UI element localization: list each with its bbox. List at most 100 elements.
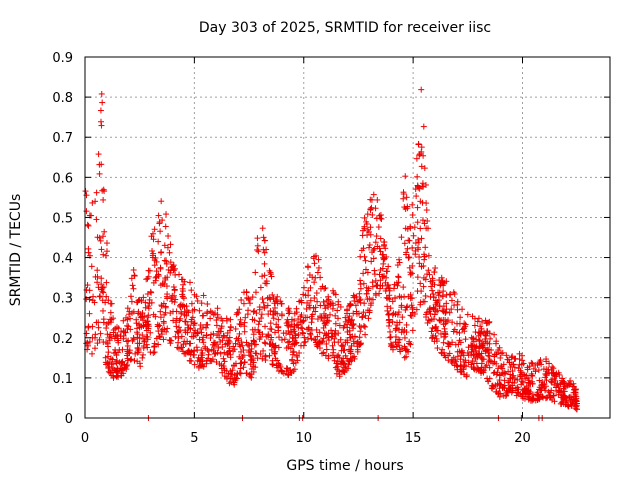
data-point xyxy=(261,249,268,256)
data-point xyxy=(549,363,556,370)
data-point xyxy=(483,328,490,335)
data-point xyxy=(214,314,221,321)
y-tick-label: 0.5 xyxy=(52,211,73,226)
data-point xyxy=(114,368,121,375)
data-point xyxy=(189,314,196,321)
data-point xyxy=(422,276,429,283)
data-point xyxy=(477,331,484,338)
data-point xyxy=(103,361,110,368)
data-point xyxy=(303,305,310,312)
data-point xyxy=(479,344,486,351)
data-point xyxy=(139,354,146,361)
data-point xyxy=(338,342,345,349)
data-point xyxy=(571,387,578,394)
data-point xyxy=(359,314,366,321)
data-point xyxy=(329,342,336,349)
data-point xyxy=(409,304,416,311)
data-point xyxy=(170,283,177,290)
chart-title: Day 303 of 2025, SRMTID for receiver iis… xyxy=(199,20,491,36)
data-point xyxy=(301,334,308,341)
data-point xyxy=(257,333,264,340)
data-point xyxy=(350,292,357,299)
data-point xyxy=(224,334,231,341)
data-point xyxy=(161,242,168,249)
data-point xyxy=(110,374,117,381)
data-point xyxy=(372,292,379,299)
data-point xyxy=(191,361,198,368)
data-point xyxy=(262,280,269,287)
data-point xyxy=(365,228,372,235)
data-point xyxy=(491,331,498,338)
data-point xyxy=(247,352,254,359)
data-point xyxy=(503,387,510,394)
data-point xyxy=(244,311,251,318)
data-point xyxy=(369,296,376,303)
data-point xyxy=(256,306,263,313)
data-point xyxy=(161,311,168,318)
data-point xyxy=(94,279,101,286)
data-point xyxy=(364,211,371,218)
data-point xyxy=(105,349,112,356)
data-point xyxy=(158,303,165,310)
data-point xyxy=(353,308,360,315)
data-point xyxy=(425,252,432,259)
data-point xyxy=(408,270,415,277)
data-point xyxy=(146,300,153,307)
data-point xyxy=(182,318,189,325)
data-point xyxy=(203,332,210,339)
data-point xyxy=(155,212,162,219)
data-point xyxy=(100,316,107,323)
data-point xyxy=(83,330,90,337)
y-tick-label: 0.7 xyxy=(52,131,73,146)
data-point xyxy=(542,374,549,381)
data-point xyxy=(400,195,407,202)
data-point xyxy=(129,282,136,289)
data-point xyxy=(351,353,358,360)
data-point xyxy=(407,291,414,298)
data-point xyxy=(535,367,542,374)
data-point xyxy=(176,317,183,324)
data-point xyxy=(242,314,249,321)
data-point xyxy=(516,350,523,357)
data-point xyxy=(470,365,477,372)
data-point xyxy=(240,364,247,371)
data-point xyxy=(284,316,291,323)
data-point xyxy=(140,294,147,301)
data-point xyxy=(300,330,307,337)
data-point xyxy=(322,305,329,312)
data-point xyxy=(340,342,347,349)
data-point xyxy=(104,353,111,360)
data-point xyxy=(454,298,461,305)
data-point xyxy=(459,306,466,313)
data-point xyxy=(145,267,152,274)
data-point xyxy=(186,357,193,364)
data-point xyxy=(396,256,403,263)
data-point xyxy=(83,340,90,347)
data-point xyxy=(237,316,244,323)
data-point xyxy=(354,348,361,355)
data-point xyxy=(236,306,243,313)
data-point xyxy=(567,377,574,384)
data-point xyxy=(424,271,431,278)
data-point xyxy=(496,344,503,351)
data-point xyxy=(388,342,395,349)
data-point xyxy=(450,354,457,361)
data-point xyxy=(312,337,319,344)
data-point xyxy=(403,251,410,258)
data-point xyxy=(335,352,342,359)
data-point xyxy=(321,310,328,317)
data-point xyxy=(232,325,239,332)
data-point xyxy=(421,251,428,258)
data-point xyxy=(445,343,452,350)
data-point xyxy=(418,288,425,295)
data-point xyxy=(360,280,367,287)
data-point xyxy=(207,308,214,315)
data-point xyxy=(105,297,112,304)
data-point xyxy=(330,290,337,297)
data-point xyxy=(482,347,489,354)
data-point xyxy=(314,269,321,276)
data-point xyxy=(215,344,222,351)
data-point xyxy=(219,343,226,350)
data-point xyxy=(160,336,167,343)
data-point xyxy=(184,322,191,329)
